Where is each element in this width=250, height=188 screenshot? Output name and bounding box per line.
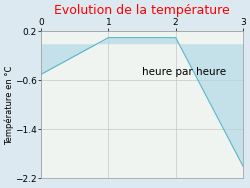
Title: Evolution de la température: Evolution de la température bbox=[54, 4, 230, 17]
Y-axis label: Température en °C: Température en °C bbox=[4, 65, 14, 145]
Text: heure par heure: heure par heure bbox=[142, 67, 226, 77]
